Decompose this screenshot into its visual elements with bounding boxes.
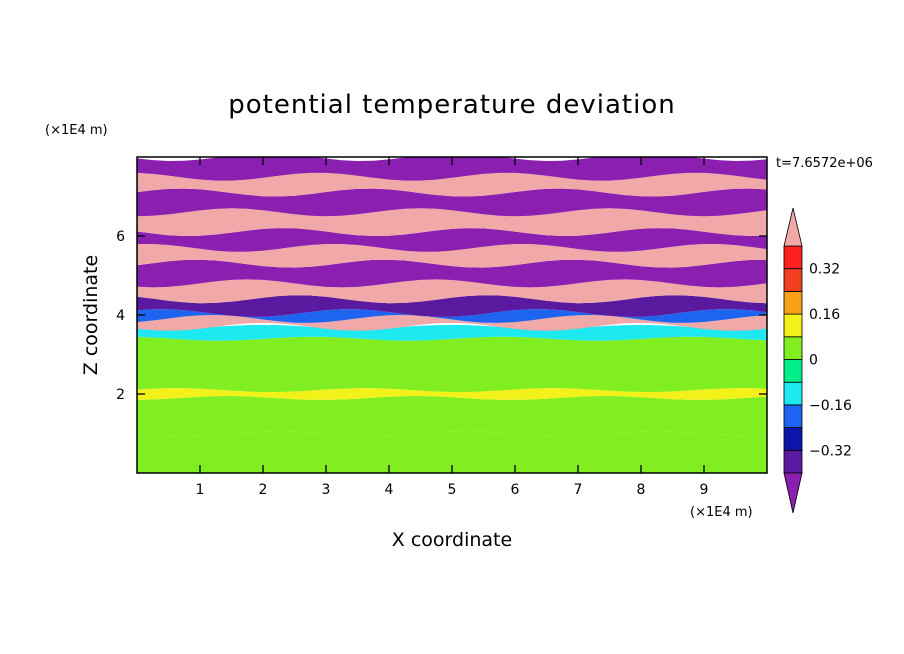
contour-band bbox=[137, 315, 767, 331]
contour-band bbox=[137, 157, 767, 181]
colorbar-tick-label: 0.16 bbox=[809, 307, 840, 323]
x-axis-label: X coordinate bbox=[392, 529, 512, 551]
contour-band bbox=[137, 279, 767, 304]
colorbar-swatch bbox=[783, 336, 803, 360]
contour-band bbox=[137, 336, 767, 392]
colorbar-swatch bbox=[783, 359, 803, 383]
x-tick-label: 5 bbox=[448, 482, 457, 498]
contour-band bbox=[137, 259, 767, 288]
x-tick-label: 4 bbox=[385, 482, 394, 498]
contour-band bbox=[137, 208, 767, 236]
colorbar-swatch bbox=[783, 268, 803, 292]
colorbar-swatch bbox=[783, 404, 803, 428]
y-tick-label: 4 bbox=[116, 308, 125, 324]
y-axis-label: Z coordinate bbox=[80, 255, 102, 375]
y-tick-label: 6 bbox=[116, 229, 125, 245]
chart-title: potential temperature deviation bbox=[228, 90, 675, 120]
x-tick-label: 8 bbox=[637, 482, 646, 498]
colorbar-extend-top bbox=[783, 207, 803, 247]
colorbar: 0.32 0.16 0 −0.16 −0.32 bbox=[783, 207, 852, 514]
x-unit-label: (×1E4 m) bbox=[690, 505, 753, 520]
colorbar-swatch bbox=[783, 290, 803, 315]
x-tick-label: 7 bbox=[574, 482, 583, 498]
x-ticks: 1 2 3 4 5 6 7 8 9 bbox=[196, 157, 709, 498]
colorbar-swatch bbox=[783, 449, 803, 474]
x-tick-label: 1 bbox=[196, 482, 205, 498]
colorbar-swatch bbox=[783, 381, 803, 406]
contour-band bbox=[137, 295, 767, 317]
x-tick-label: 9 bbox=[700, 482, 709, 498]
colorbar-tick-label: −0.16 bbox=[809, 398, 852, 414]
contour-band bbox=[137, 228, 767, 252]
contour-band bbox=[137, 244, 767, 268]
y-tick-label: 2 bbox=[116, 387, 125, 403]
contour-band bbox=[137, 396, 767, 436]
contour-field bbox=[137, 157, 767, 473]
y-unit-label: (×1E4 m) bbox=[45, 123, 108, 138]
x-tick-label: 3 bbox=[322, 482, 331, 498]
colorbar-extend-bottom bbox=[783, 472, 803, 514]
contour-band bbox=[137, 388, 767, 400]
contour-band bbox=[137, 188, 767, 217]
colorbar-tick-label: −0.32 bbox=[809, 443, 852, 459]
x-tick-label: 2 bbox=[259, 482, 268, 498]
colorbar-tick-label: 0.32 bbox=[809, 262, 840, 278]
contour-band bbox=[137, 431, 767, 473]
colorbar-swatch bbox=[783, 245, 803, 270]
colorbar-swatch bbox=[783, 313, 803, 338]
contour-band bbox=[137, 172, 767, 197]
colorbar-swatch bbox=[783, 427, 803, 451]
y-ticks: 2 4 6 bbox=[116, 229, 767, 403]
time-label: t=7.6572e+06 bbox=[776, 156, 873, 171]
contour-band bbox=[137, 324, 767, 341]
contour-band bbox=[137, 309, 767, 323]
colorbar-tick-label: 0 bbox=[809, 353, 818, 369]
x-tick-label: 6 bbox=[511, 482, 520, 498]
